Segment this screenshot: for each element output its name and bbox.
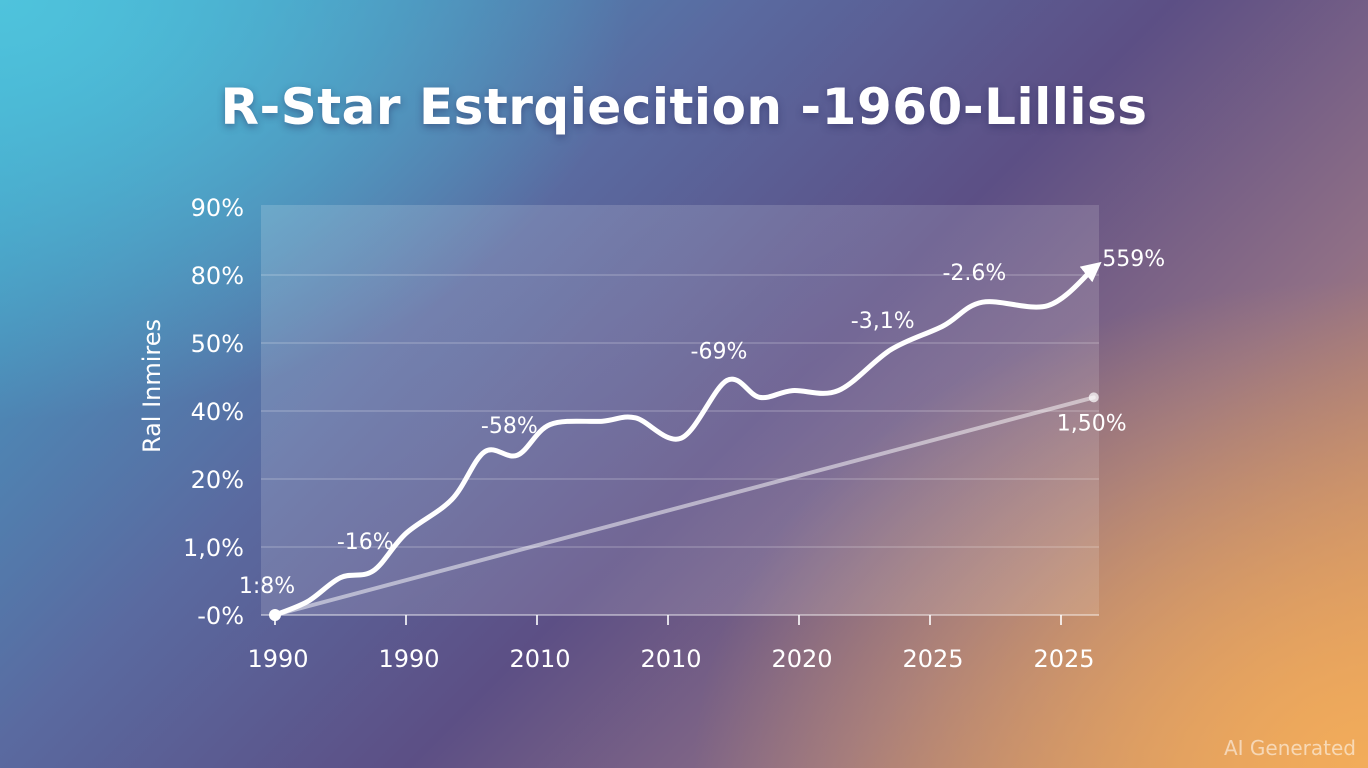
x-tick-label: 2025 xyxy=(1033,645,1094,673)
y-tick-label: 50% xyxy=(191,330,244,358)
series-data-label: -3,1% xyxy=(851,309,915,334)
y-tick-label: 40% xyxy=(191,398,244,426)
trend-end-point xyxy=(1088,392,1099,403)
trend-data-label: 1,50% xyxy=(1057,411,1127,436)
trend-line xyxy=(273,395,1096,617)
series-data-label: 1:8% xyxy=(239,574,295,599)
x-tick-label: 2010 xyxy=(509,645,570,673)
y-tick-label: 20% xyxy=(191,466,244,494)
main-series-line xyxy=(272,261,1102,618)
chart-title: R-Star Estrqiecition -1960-Lilliss xyxy=(220,78,1148,136)
y-tick-label: 80% xyxy=(191,262,244,290)
y-tick-label: -0% xyxy=(197,602,244,630)
x-tick-label: 2025 xyxy=(902,645,963,673)
plot-area xyxy=(261,205,1099,615)
y-tick-label: 1,0% xyxy=(183,534,244,562)
series-data-label: -2.6% xyxy=(942,261,1006,286)
series-data-label: -16% xyxy=(337,530,394,555)
series-data-label: -69% xyxy=(691,339,748,364)
watermark: AI Generated xyxy=(1223,736,1356,760)
series-data-label: 559% xyxy=(1102,247,1165,272)
y-tick-label: 90% xyxy=(191,194,244,222)
x-tick-label: 2010 xyxy=(640,645,701,673)
x-tick-label: 2020 xyxy=(771,645,832,673)
series-data-label: -58% xyxy=(481,414,538,439)
x-tick-label: 1990 xyxy=(247,645,308,673)
x-tick-label: 1990 xyxy=(378,645,439,673)
series-start-point xyxy=(269,609,281,621)
